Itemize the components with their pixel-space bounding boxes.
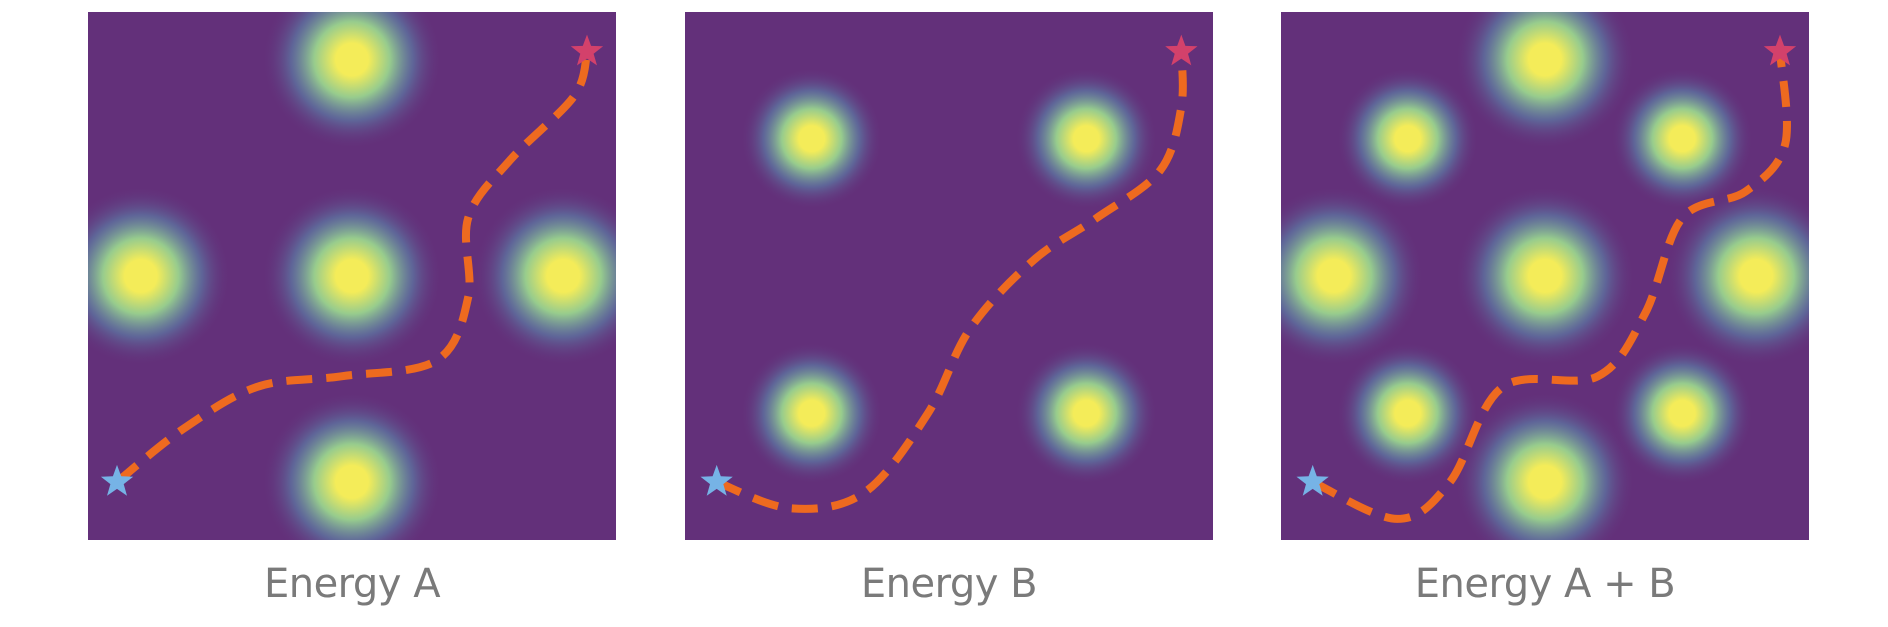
energy-well <box>1336 342 1479 485</box>
trajectory-path <box>1310 51 1791 523</box>
energy-well <box>1611 67 1754 210</box>
energy-well <box>1281 185 1425 367</box>
energy-well <box>88 185 232 367</box>
energy-well <box>1015 342 1158 485</box>
end-star-icon <box>1763 34 1797 66</box>
energy-well <box>1015 67 1158 210</box>
energy-a-plot <box>88 12 616 540</box>
energy-well <box>740 342 883 485</box>
energy-well <box>740 67 883 210</box>
start-star-icon <box>1296 464 1329 496</box>
energy-well <box>472 185 616 367</box>
trajectory-path <box>715 51 1187 513</box>
energy-well <box>1454 391 1636 540</box>
energy-well <box>261 12 443 150</box>
energy-a-caption: Energy A <box>263 561 441 607</box>
energy-b-plot <box>685 12 1213 540</box>
energy-well <box>1665 185 1809 367</box>
start-star-icon <box>700 464 733 496</box>
energy-a-plus-b-caption: Energy A + B <box>1414 561 1676 607</box>
energy-a-plus-b-plot <box>1281 12 1809 540</box>
energy-b-caption: Energy B <box>860 561 1038 607</box>
energy-well <box>1336 67 1479 210</box>
energy-well <box>1454 185 1636 367</box>
energy-well <box>261 185 443 367</box>
energy-well <box>1454 12 1636 150</box>
trajectory-path <box>114 53 591 486</box>
end-star-icon <box>1165 34 1198 66</box>
energy-well <box>1611 342 1754 485</box>
start-star-icon <box>100 464 134 496</box>
end-star-icon <box>570 34 604 66</box>
energy-well <box>261 391 443 540</box>
